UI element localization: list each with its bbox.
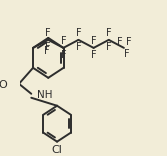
Text: F: F (91, 50, 96, 60)
Text: F: F (126, 37, 132, 47)
Text: F: F (106, 42, 112, 52)
Text: F: F (124, 49, 129, 59)
Text: F: F (106, 28, 112, 38)
Text: F: F (60, 36, 66, 46)
Text: F: F (76, 42, 81, 52)
Text: F: F (44, 46, 50, 56)
Text: F: F (45, 28, 51, 38)
Text: F: F (91, 36, 96, 46)
Text: F: F (45, 42, 51, 52)
Text: F: F (117, 37, 122, 47)
Text: F: F (76, 28, 81, 38)
Text: O: O (0, 80, 7, 90)
Text: NH: NH (37, 90, 52, 100)
Text: F: F (60, 50, 66, 60)
Text: Cl: Cl (52, 145, 62, 155)
